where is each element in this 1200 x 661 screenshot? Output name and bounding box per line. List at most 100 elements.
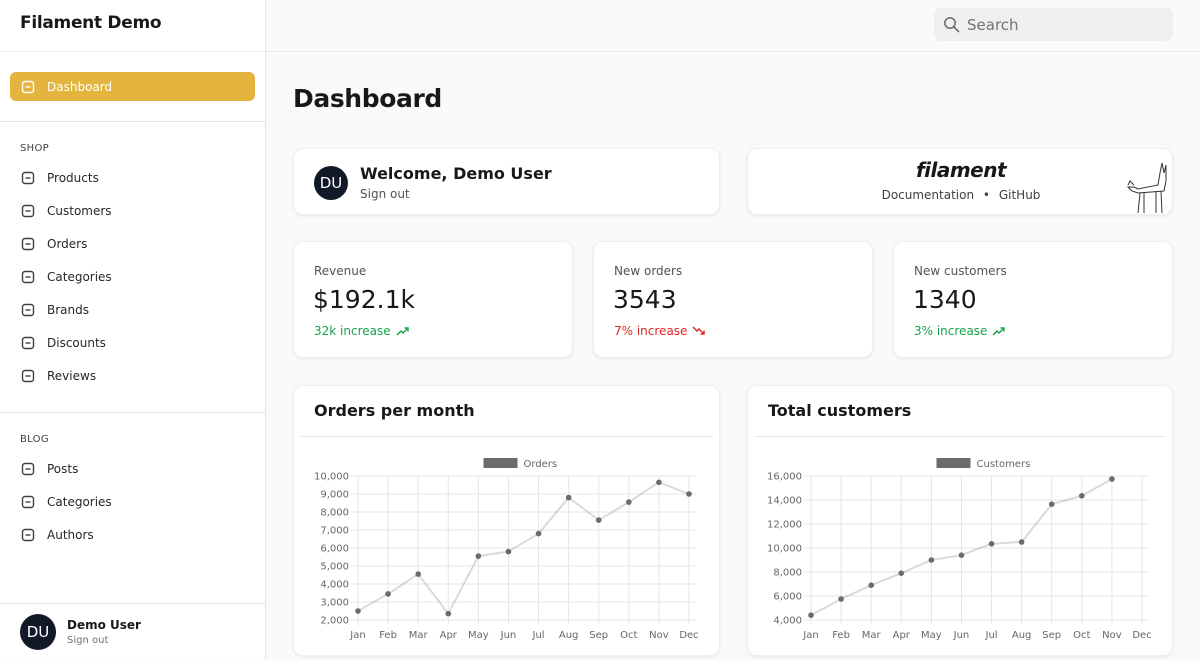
y-tick-label: 12,000	[767, 520, 802, 531]
trend-head	[404, 327, 409, 332]
stat-card: New customers 1340 3% increase	[893, 241, 1173, 358]
chart-card: Total customers 4,000 6,000 8,000 10,000 12,…	[747, 385, 1173, 656]
icon-shape	[21, 237, 35, 250]
x-tick-label: Aug	[1012, 630, 1032, 641]
sign-out[interactable]: Sign out	[67, 635, 109, 646]
trend-head	[700, 330, 706, 335]
nav-label: Customers	[47, 203, 112, 218]
nav-group: SHOP Products Customers Orders Categories Bra…	[0, 121, 265, 392]
legend-label: Customers	[977, 459, 1031, 470]
stat-card: New orders 3543 7% increase	[593, 241, 873, 358]
nav-item[interactable]: Reviews	[10, 359, 255, 392]
change-text: 7% increase	[614, 324, 688, 338]
nav-group: BLOG Posts Categories Authors	[0, 412, 265, 551]
nav-item[interactable]: Brands	[10, 293, 255, 326]
data-point	[1109, 476, 1115, 482]
x-tick-label: Aug	[559, 630, 579, 641]
x-tick-label: May	[921, 630, 942, 641]
nav-label: Authors	[47, 527, 94, 542]
sidebar: Filament Demo Dashboard SHOP Products Custo…	[0, 0, 266, 660]
change-text: 3% increase	[914, 324, 988, 338]
y-tick-label: 10,000	[314, 472, 349, 483]
divider	[754, 436, 1166, 437]
data-point	[868, 582, 874, 588]
icon-shape	[21, 270, 35, 283]
avatar: DU	[314, 166, 348, 200]
icon-shape	[21, 462, 35, 475]
nav-item[interactable]: Customers	[10, 194, 255, 227]
data-point	[415, 571, 421, 577]
y-tick-label: 4,000	[773, 616, 802, 627]
nav-item[interactable]: Products	[10, 161, 255, 194]
nav-icon	[21, 303, 35, 316]
user-menu[interactable]: DU Demo User Sign out	[0, 603, 265, 661]
legend-label: Orders	[524, 459, 558, 470]
x-tick-label: Feb	[832, 630, 850, 641]
y-tick-label: 10,000	[767, 544, 802, 555]
topbar: Search	[266, 0, 1200, 52]
data-point	[535, 530, 542, 537]
x-tick-label: Mar	[409, 630, 429, 641]
data-point	[838, 596, 844, 602]
separator: •	[982, 188, 990, 202]
y-tick-label: 16,000	[767, 472, 802, 483]
nav-label: Dashboard	[47, 79, 113, 94]
sign-out[interactable]: Sign out	[360, 187, 410, 201]
nav-item[interactable]: Discounts	[10, 326, 255, 359]
data-point	[1048, 501, 1055, 507]
logo: filament	[915, 158, 1007, 182]
nav-icon	[21, 462, 35, 475]
chart-card: Orders per month 2,000 3,000 4,000 5,000 6,0…	[293, 385, 720, 656]
nav-item[interactable]: Dashboard	[10, 72, 255, 101]
nav-label: Brands	[47, 302, 89, 317]
nav-icon	[21, 204, 35, 217]
y-tick-label: 3,000	[320, 598, 349, 609]
nav-icon	[21, 528, 35, 541]
avatar: DU	[20, 614, 56, 650]
nav-item[interactable]: Orders	[10, 227, 255, 260]
trend-head	[1000, 327, 1006, 332]
chart-title: Orders per month	[314, 401, 475, 420]
nav-icon	[21, 495, 35, 508]
x-tick-label: Apr	[893, 630, 911, 641]
group-label: BLOG	[20, 434, 49, 445]
icon-shape	[21, 495, 35, 508]
x-tick-label: Dec	[1132, 630, 1151, 641]
icon-shape	[21, 303, 35, 316]
y-tick-label: 14,000	[767, 496, 802, 507]
x-tick-label: Jul	[532, 630, 545, 641]
stat-change: 32k increase	[314, 324, 409, 338]
x-tick-label: Mar	[862, 630, 882, 641]
nav-item[interactable]: Authors	[10, 518, 255, 551]
link[interactable]: Documentation	[881, 188, 975, 202]
data-point	[928, 557, 935, 563]
links: Documentation • GitHub	[748, 188, 1174, 202]
change-text: 32k increase	[314, 324, 391, 338]
data-point	[385, 591, 391, 597]
nav-item[interactable]: Categories	[10, 485, 255, 518]
legend-swatch	[936, 458, 971, 468]
nav-label: Orders	[47, 236, 88, 251]
icon-shape	[21, 171, 35, 184]
brand[interactable]: Filament Demo	[20, 13, 162, 33]
icon-shape	[21, 369, 35, 382]
search[interactable]: Search	[934, 8, 1173, 41]
data-point	[1018, 539, 1025, 545]
chart: 2,000 3,000 4,000 5,000 6,000 7,000 8,000 9,000…	[314, 458, 699, 641]
nav-group: Dashboard	[0, 72, 265, 101]
stat-card: Revenue $192.1k 32k increase	[293, 241, 573, 358]
x-tick-label: May	[468, 630, 489, 641]
search-placeholder: Search	[967, 16, 1019, 34]
data-point	[808, 612, 814, 618]
nav-item[interactable]: Categories	[10, 260, 255, 293]
chart: 4,000 6,000 8,000 10,000 12,000 14,000 16,000 J…	[767, 458, 1152, 641]
x-tick-label: Sep	[1042, 630, 1061, 641]
trend-icon	[992, 327, 1006, 336]
x-tick-label: Nov	[1102, 630, 1122, 641]
link[interactable]: GitHub	[998, 188, 1041, 202]
x-tick-label: Jan	[802, 630, 818, 641]
nav-item[interactable]: Posts	[10, 452, 255, 485]
stat-value: 3543	[613, 285, 677, 314]
nav-label: Posts	[47, 461, 79, 476]
